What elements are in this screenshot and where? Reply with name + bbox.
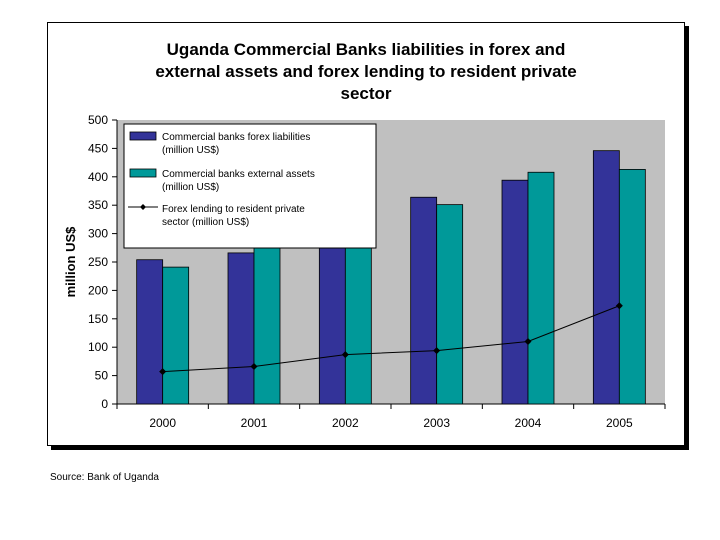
legend-label: Commercial banks forex liabilities bbox=[162, 132, 310, 143]
x-tick-label: 2001 bbox=[241, 416, 268, 430]
bar-liabilities bbox=[501, 179, 529, 405]
bar-liabilities bbox=[410, 196, 438, 405]
y-tick-label: 250 bbox=[88, 255, 108, 269]
lending-line bbox=[162, 305, 620, 373]
y-tick-label: 500 bbox=[88, 113, 108, 127]
bar-assets bbox=[618, 169, 646, 405]
bar-liabilities bbox=[227, 252, 255, 405]
y-tick-label: 350 bbox=[88, 198, 108, 212]
x-tick-label: 2004 bbox=[515, 416, 542, 430]
chart-title-line: sector bbox=[340, 84, 391, 103]
y-tick-label: 50 bbox=[95, 369, 109, 383]
x-tick-label: 2005 bbox=[606, 416, 633, 430]
bar-assets bbox=[344, 225, 372, 405]
lending-point bbox=[159, 368, 167, 376]
source-note: Source: Bank of Uganda bbox=[50, 472, 159, 483]
chart-frame: Uganda Commercial Banks liabilities in f… bbox=[47, 22, 685, 446]
bar-assets bbox=[527, 171, 555, 405]
legend-swatch bbox=[129, 131, 157, 141]
y-tick-label: 100 bbox=[88, 340, 108, 354]
x-tick-label: 2002 bbox=[332, 416, 359, 430]
bar-assets bbox=[436, 204, 464, 405]
legend-label: Forex lending to resident private bbox=[162, 204, 305, 215]
legend-swatch bbox=[129, 168, 157, 178]
legend-label: Commercial banks external assets bbox=[162, 169, 315, 180]
lending-point bbox=[250, 363, 258, 371]
chart-title-line: Uganda Commercial Banks liabilities in f… bbox=[167, 40, 566, 59]
y-axis-label: million US$ bbox=[63, 226, 78, 298]
y-tick-label: 150 bbox=[88, 312, 108, 326]
y-tick-label: 200 bbox=[88, 283, 108, 297]
bar-liabilities bbox=[592, 150, 620, 405]
x-tick-label: 2000 bbox=[149, 416, 176, 430]
legend-label: (million US$) bbox=[162, 145, 219, 156]
legend-label: sector (million US$) bbox=[162, 217, 249, 228]
legend-label: (million US$) bbox=[162, 182, 219, 193]
lending-point bbox=[615, 302, 623, 310]
legend-marker bbox=[140, 204, 146, 210]
y-tick-label: 450 bbox=[88, 141, 108, 155]
legend-box bbox=[123, 123, 377, 249]
y-tick-label: 400 bbox=[88, 170, 108, 184]
bar-assets bbox=[253, 242, 281, 405]
bar-liabilities bbox=[318, 233, 346, 405]
x-tick-label: 2003 bbox=[423, 416, 450, 430]
y-tick-label: 0 bbox=[101, 397, 108, 411]
y-tick-label: 300 bbox=[88, 227, 108, 241]
lending-point bbox=[524, 338, 532, 346]
lending-point bbox=[433, 347, 441, 355]
lending-point bbox=[341, 351, 349, 359]
chart: Uganda Commercial Banks liabilities in f… bbox=[63, 40, 666, 430]
bar-assets bbox=[162, 266, 190, 405]
bar-liabilities bbox=[136, 259, 164, 405]
chart-title-line: external assets and forex lending to res… bbox=[155, 62, 576, 81]
